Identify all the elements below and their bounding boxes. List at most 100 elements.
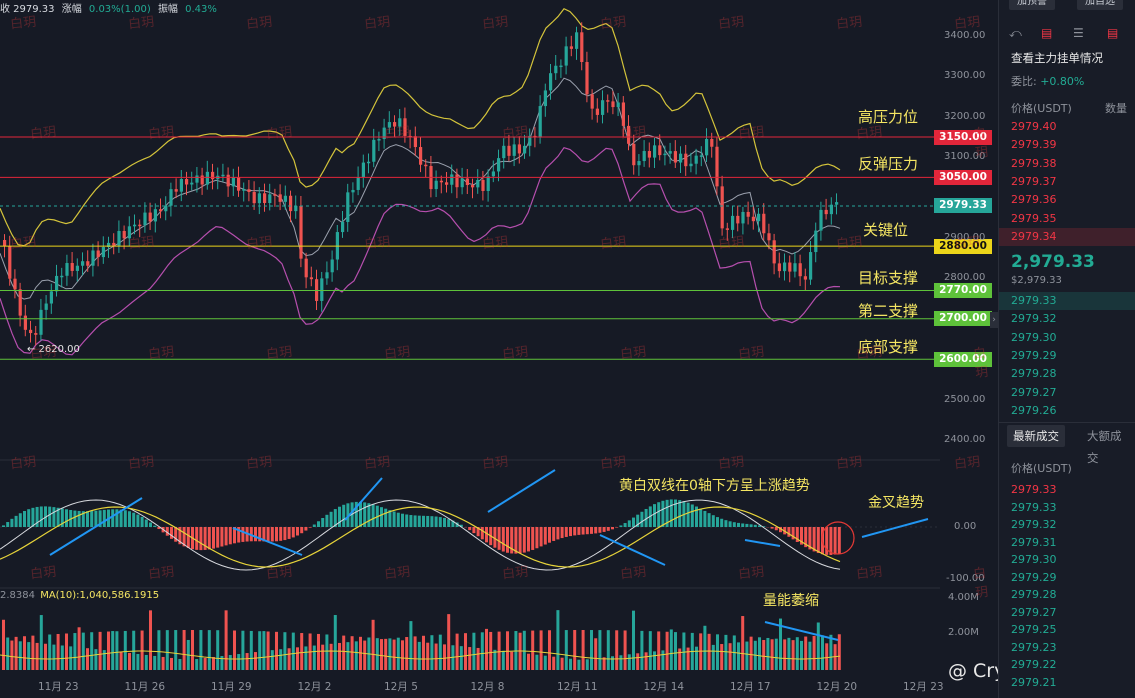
- macd-bar: [791, 527, 795, 540]
- macd-bar: [657, 502, 661, 527]
- add-alert-button[interactable]: 加预警: [1009, 0, 1055, 10]
- volume-bar: [249, 630, 253, 670]
- volume-bar: [216, 630, 220, 670]
- volume-bar: [539, 630, 543, 670]
- chart-area[interactable]: 收 2979.33 涨幅 0.03%(1.00) 振幅 0.43% 高压力位 反…: [0, 0, 998, 698]
- volume-bar: [136, 653, 140, 670]
- candle-body: [710, 139, 714, 147]
- macd-bar: [170, 527, 173, 539]
- volume-bar: [77, 627, 81, 670]
- add-favorite-button[interactable]: 加自选: [1077, 0, 1123, 10]
- x-axis-label: 12月 2: [297, 681, 332, 693]
- candle-body: [289, 195, 293, 212]
- volume-bar: [669, 629, 673, 670]
- ask-row[interactable]: 2979.39: [1011, 138, 1057, 152]
- volume-bar: [86, 648, 89, 670]
- price-chart[interactable]: [0, 0, 998, 698]
- macd-bar: [552, 527, 556, 541]
- macd-bar: [283, 527, 287, 541]
- candle-body: [211, 171, 215, 180]
- volume-bar: [65, 633, 68, 670]
- tab-latest-trades[interactable]: 最新成交: [1007, 425, 1065, 447]
- bids-only-icon[interactable]: ▤: [1107, 26, 1119, 40]
- bid-row[interactable]: 2979.29: [1011, 348, 1057, 362]
- macd-bar: [548, 527, 551, 543]
- candle-body: [762, 213, 766, 234]
- volume-bar: [464, 633, 467, 670]
- volume-ma-prefix: 2.8384: [0, 590, 35, 601]
- macd-bar: [39, 506, 43, 527]
- candle-body: [725, 228, 729, 230]
- candle-body: [736, 215, 740, 224]
- volume-bar: [770, 639, 774, 670]
- bid-row[interactable]: 2979.26: [1011, 403, 1057, 417]
- candle-body: [632, 143, 636, 166]
- bid-row[interactable]: 2979.30: [1011, 330, 1057, 344]
- candle-body: [689, 163, 693, 167]
- x-axis-label: 12月 20: [816, 681, 858, 693]
- volume-bar: [720, 644, 724, 670]
- asks-only-icon[interactable]: ▤: [1041, 26, 1053, 40]
- macd-bar: [779, 527, 782, 533]
- macd-bar: [220, 527, 224, 547]
- bid-row[interactable]: 2979.28: [1011, 367, 1057, 381]
- candle-body: [200, 175, 204, 185]
- macd-bar: [661, 500, 665, 527]
- volume-bar: [535, 654, 539, 670]
- both-sides-icon[interactable]: ☰: [1073, 26, 1084, 40]
- bid-row[interactable]: 2979.32: [1011, 312, 1057, 326]
- macd-bar: [86, 511, 89, 527]
- candle-body: [564, 46, 568, 66]
- macd-bar: [157, 527, 161, 530]
- candle-body: [720, 186, 724, 229]
- ask-row[interactable]: 2979.38: [1011, 156, 1057, 170]
- volume-bar: [653, 651, 656, 670]
- orders-title[interactable]: 查看主力挂单情况: [1011, 51, 1103, 65]
- macd-bar: [737, 522, 740, 527]
- macd-bar: [224, 527, 228, 546]
- volume-bar: [837, 634, 841, 670]
- macd-bar: [816, 527, 820, 554]
- collapse-handle-icon[interactable]: ›: [990, 312, 998, 328]
- candle-body: [70, 263, 74, 271]
- volume-bar: [564, 630, 568, 670]
- ask-row[interactable]: 2979.34: [999, 227, 1135, 246]
- volume-bar: [111, 631, 115, 670]
- volume-bar: [363, 640, 367, 670]
- volume-bar: [665, 631, 669, 670]
- candle-body: [450, 174, 454, 185]
- candle-body: [549, 73, 553, 91]
- tab-big-trades[interactable]: 大额成交: [1087, 429, 1122, 465]
- candle-body: [569, 46, 573, 49]
- volume-bar: [443, 644, 446, 670]
- volume-bar: [640, 630, 644, 670]
- orderbook-mode-icon[interactable]: ⤺: [1009, 26, 1022, 40]
- macd-bar: [371, 504, 375, 527]
- volume-bar: [627, 654, 631, 670]
- ask-row[interactable]: 2979.40: [1011, 120, 1057, 133]
- volume-bar: [304, 646, 308, 670]
- macd-bar: [804, 527, 808, 548]
- bid-row[interactable]: 2979.27: [1011, 385, 1057, 399]
- candle-body: [663, 153, 667, 156]
- volume-bar: [195, 659, 199, 670]
- annotation-key-level: 关键位: [863, 221, 909, 239]
- bid-row[interactable]: 2979.33: [999, 292, 1135, 310]
- macd-bar: [707, 513, 711, 527]
- annotation-rebound-resistance: 反弹压力: [858, 155, 919, 173]
- macd-bar: [237, 527, 241, 543]
- macd-bar: [275, 527, 278, 542]
- volume-bar: [527, 653, 530, 670]
- macd-bar: [296, 527, 299, 536]
- x-axis-label: 12月 11: [557, 681, 598, 693]
- macd-bar: [270, 527, 274, 542]
- ask-row[interactable]: 2979.35: [1011, 211, 1057, 225]
- volume-bar: [48, 634, 52, 670]
- macd-bar: [266, 527, 270, 542]
- change-value: 0.03%(1.00): [88, 4, 151, 15]
- candle-body: [746, 211, 750, 217]
- ask-row[interactable]: 2979.36: [1011, 193, 1057, 207]
- ask-row[interactable]: 2979.37: [1011, 174, 1057, 188]
- macd-bar: [758, 525, 761, 527]
- candle-body: [283, 195, 287, 202]
